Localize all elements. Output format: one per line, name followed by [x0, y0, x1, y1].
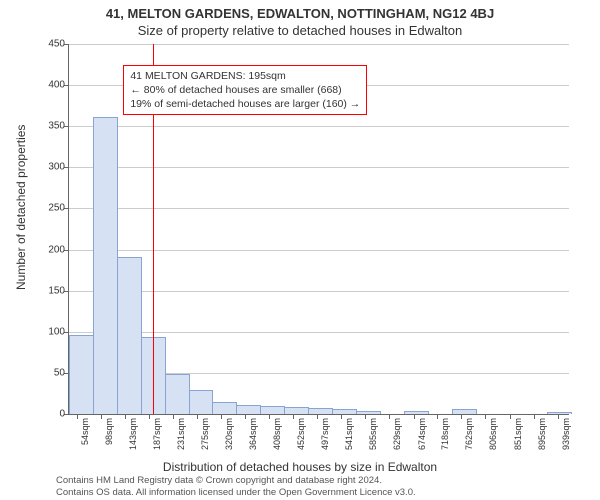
histogram-bar: [212, 402, 237, 415]
xtick-label: 585sqm: [368, 418, 378, 450]
xtick-mark: [510, 414, 511, 419]
xtick-mark: [77, 414, 78, 419]
xtick-label: 364sqm: [248, 418, 258, 450]
ytick-label: 200: [48, 244, 65, 255]
plot-area: 05010015020025030035040045054sqm98sqm143…: [68, 44, 569, 415]
xtick-label: 320sqm: [224, 418, 234, 450]
gridline: [69, 44, 569, 45]
ytick-label: 400: [48, 80, 65, 91]
xtick-mark: [317, 414, 318, 419]
xtick-label: 629sqm: [392, 418, 402, 450]
annotation-line: ← 80% of detached houses are smaller (66…: [130, 83, 360, 97]
xtick-mark: [149, 414, 150, 419]
xtick-label: 187sqm: [152, 418, 162, 450]
xtick-mark: [461, 414, 462, 419]
histogram-bar: [547, 412, 572, 414]
gridline: [69, 291, 569, 292]
histogram-bar: [260, 406, 285, 414]
footer-attribution: Contains HM Land Registry data © Crown c…: [56, 475, 416, 498]
xtick-label: 143sqm: [128, 418, 138, 450]
annotation-line: 41 MELTON GARDENS: 195sqm: [130, 69, 360, 83]
footer-line: Contains OS data. All information licens…: [56, 487, 416, 498]
histogram-bar: [356, 411, 381, 414]
histogram-bar: [93, 117, 118, 414]
xtick-label: 718sqm: [440, 418, 450, 450]
ytick-label: 50: [54, 367, 65, 378]
xtick-mark: [365, 414, 366, 419]
gridline: [69, 250, 569, 251]
xtick-label: 939sqm: [561, 418, 571, 450]
histogram-bar: [189, 390, 214, 414]
ytick-label: 350: [48, 121, 65, 132]
page-subtitle: Size of property relative to detached ho…: [0, 21, 600, 38]
xtick-mark: [485, 414, 486, 419]
gridline: [69, 167, 569, 168]
xtick-mark: [558, 414, 559, 419]
ytick-label: 100: [48, 326, 65, 337]
xtick-label: 231sqm: [176, 418, 186, 450]
gridline: [69, 126, 569, 127]
xtick-mark: [414, 414, 415, 419]
xtick-mark: [197, 414, 198, 419]
xtick-mark: [293, 414, 294, 419]
histogram-bar: [236, 405, 261, 414]
histogram-bar: [117, 257, 142, 414]
ytick-label: 250: [48, 203, 65, 214]
xtick-mark: [125, 414, 126, 419]
histogram-bar: [308, 408, 333, 414]
xtick-label: 851sqm: [513, 418, 523, 450]
xtick-label: 452sqm: [296, 418, 306, 450]
histogram-bar: [284, 407, 309, 414]
xtick-label: 497sqm: [320, 418, 330, 450]
gridline: [69, 208, 569, 209]
histogram-bar: [69, 335, 94, 414]
page-title: 41, MELTON GARDENS, EDWALTON, NOTTINGHAM…: [0, 0, 600, 21]
xtick-mark: [341, 414, 342, 419]
xtick-mark: [101, 414, 102, 419]
ytick-label: 0: [59, 409, 65, 420]
xtick-mark: [437, 414, 438, 419]
xtick-label: 54sqm: [80, 418, 90, 445]
footer-line: Contains HM Land Registry data © Crown c…: [56, 475, 416, 486]
xtick-label: 806sqm: [488, 418, 498, 450]
xtick-label: 541sqm: [344, 418, 354, 450]
xtick-mark: [173, 414, 174, 419]
ytick-label: 300: [48, 162, 65, 173]
histogram-bar: [332, 409, 357, 414]
ytick-label: 450: [48, 39, 65, 50]
gridline: [69, 332, 569, 333]
xtick-label: 895sqm: [537, 418, 547, 450]
xtick-mark: [245, 414, 246, 419]
annotation-line: 19% of semi-detached houses are larger (…: [130, 97, 360, 111]
ytick-label: 150: [48, 285, 65, 296]
xtick-mark: [221, 414, 222, 419]
xtick-label: 674sqm: [417, 418, 427, 450]
xtick-label: 98sqm: [104, 418, 114, 445]
xtick-mark: [534, 414, 535, 419]
y-axis-title: Number of detached properties: [14, 125, 28, 290]
chart-area: 05010015020025030035040045054sqm98sqm143…: [56, 44, 576, 414]
x-axis-title: Distribution of detached houses by size …: [0, 460, 600, 474]
xtick-label: 275sqm: [200, 418, 210, 450]
histogram-bar: [452, 409, 477, 414]
chart-container: 41, MELTON GARDENS, EDWALTON, NOTTINGHAM…: [0, 0, 600, 500]
xtick-mark: [389, 414, 390, 419]
histogram-bar: [404, 411, 429, 414]
xtick-mark: [269, 414, 270, 419]
annotation-box: 41 MELTON GARDENS: 195sqm← 80% of detach…: [123, 65, 367, 116]
xtick-label: 762sqm: [464, 418, 474, 450]
histogram-bar: [165, 374, 190, 414]
xtick-label: 408sqm: [272, 418, 282, 450]
